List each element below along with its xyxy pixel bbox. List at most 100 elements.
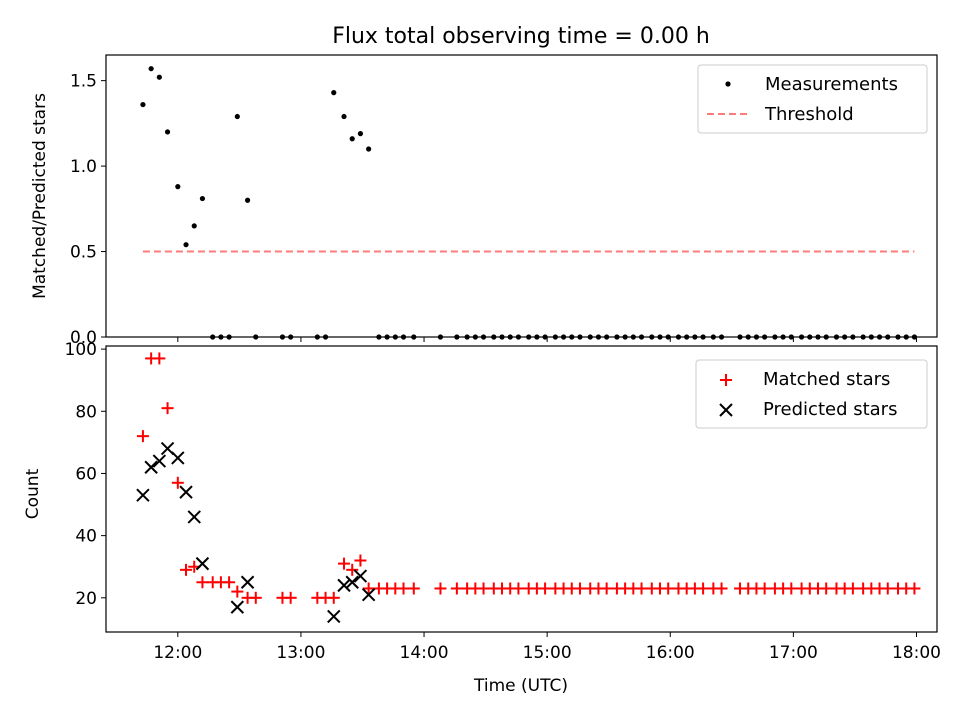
predicted-stars-point [136,488,150,502]
predicted-stars-point [179,485,193,499]
measurement-point [244,197,251,203]
bottom-legend: Matched stars Predicted stars [695,359,928,429]
measurement-point [331,90,337,96]
measurement-point [357,131,364,137]
legend-measurements-label: Measurements [765,74,898,95]
y-tick-label: 1.5 [70,72,97,92]
measurement-point [156,74,162,80]
matched-stars-point [231,585,244,598]
matched-stars-point [171,476,184,489]
legend-matched-marker [720,374,732,386]
y-tick-label: 0.5 [70,243,97,263]
measurement-point [349,136,355,142]
matched-stars-point [362,582,375,595]
y-tick-label: 100 [65,340,97,360]
measurement-point [164,129,171,135]
matched-stars-point [785,582,798,595]
matched-stars-point [153,352,166,365]
x-tick-label: 12:00 [153,643,202,663]
y-tick-label: 0.0 [70,328,97,348]
predicted-stars-point [230,600,245,614]
predicted-stars-point [240,575,255,589]
predicted-stars-point [353,569,368,583]
top-y-ticks: 0.0 0.5 1.0 1.5 [70,72,106,348]
measurement-point [234,113,240,120]
matched-stars-point [600,582,613,595]
measurement-point [148,66,154,72]
predicted-stars-point [187,510,201,524]
bottom-legend-box [695,359,928,429]
matched-stars-point [397,582,410,595]
legend-threshold-label: Threshold [764,104,854,125]
measurement-point [366,146,372,152]
matched-stars-point [758,582,771,595]
matched-stars-point [908,582,921,595]
bottom-axes-frame [105,345,938,633]
predicted-stars-point [345,575,359,589]
bottom-x-ticks: 12:00 13:00 14:00 15:00 16:00 17:00 18:00 [153,632,941,663]
x-axis-label: Time (UTC) [473,676,568,696]
matched-stars-point [136,430,149,443]
measurement-point [191,223,197,229]
predicted-stars-point [327,609,341,624]
legend-predicted-label: Predicted stars [763,399,897,420]
predicted-stars-point [195,556,210,571]
bottom-panel: 20 40 60 80 100 12:00 13:00 14:00 15:00 16:00 17:… [23,340,941,696]
measurement-point [341,113,347,120]
matched-stars-point [249,591,262,604]
matched-stars-point [662,582,675,595]
matched-stars-point [539,582,552,595]
x-tick-label: 14:00 [400,643,449,663]
matched-stars-point [180,563,193,576]
matched-stars-point [338,557,351,570]
y-tick-label: 60 [75,464,97,484]
matched-stars-point [354,554,367,567]
top-x-ticks [177,337,917,342]
predicted-stars-point [361,587,376,602]
measurement-point [175,184,181,190]
matched-stars-point [223,576,236,589]
figure-title: Flux total observing time = 0.00 h [332,24,710,49]
bottom-y-ticks: 20 40 60 80 100 [65,340,106,609]
top-panel: 0.0 0.5 1.0 1.5 Matched/Predicted stars Mea… [30,54,938,348]
matched-stars-point [450,582,463,595]
legend-matched-label: Matched stars [763,369,890,390]
matched-stars-point [512,582,525,595]
top-legend: Measurements Threshold [697,64,928,134]
matched-stars-point [881,582,894,595]
top-legend-box [697,64,928,134]
measurement-point [199,195,206,202]
matched-stars-point [434,582,447,595]
matched-stars-point [635,582,648,595]
x-tick-label: 17:00 [769,643,818,663]
x-tick-label: 15:00 [523,643,572,663]
predicted-stars-point [171,451,185,465]
matched-stars-point [573,582,586,595]
y-tick-label: 40 [75,527,97,547]
matched-stars-point [846,582,859,595]
y-tick-label: 20 [75,589,97,609]
x-tick-label: 18:00 [892,643,941,663]
top-axes-frame [105,54,938,338]
predicted-stars-point [337,578,351,593]
x-tick-label: 13:00 [276,643,325,663]
top-y-axis-label: Matched/Predicted stars [30,93,50,299]
predicted-stars-point [152,454,167,468]
matched-stars-point [161,402,174,415]
measurement-point [140,101,146,108]
predicted-stars-point [144,460,158,474]
matched-stars-point [196,576,209,589]
bottom-y-axis-label: Count [23,468,43,519]
x-tick-label: 16:00 [646,643,695,663]
y-tick-label: 1.0 [70,157,97,177]
matched-stars-point [477,582,490,595]
matched-stars-point [407,582,420,595]
matched-stars-point [327,591,340,604]
legend-predicted-marker [719,403,733,417]
measurement-point [183,242,189,248]
matched-stars-point [715,582,728,595]
matched-stars-point [346,563,359,576]
bottom-marks [136,352,921,624]
y-tick-label: 80 [75,402,97,422]
